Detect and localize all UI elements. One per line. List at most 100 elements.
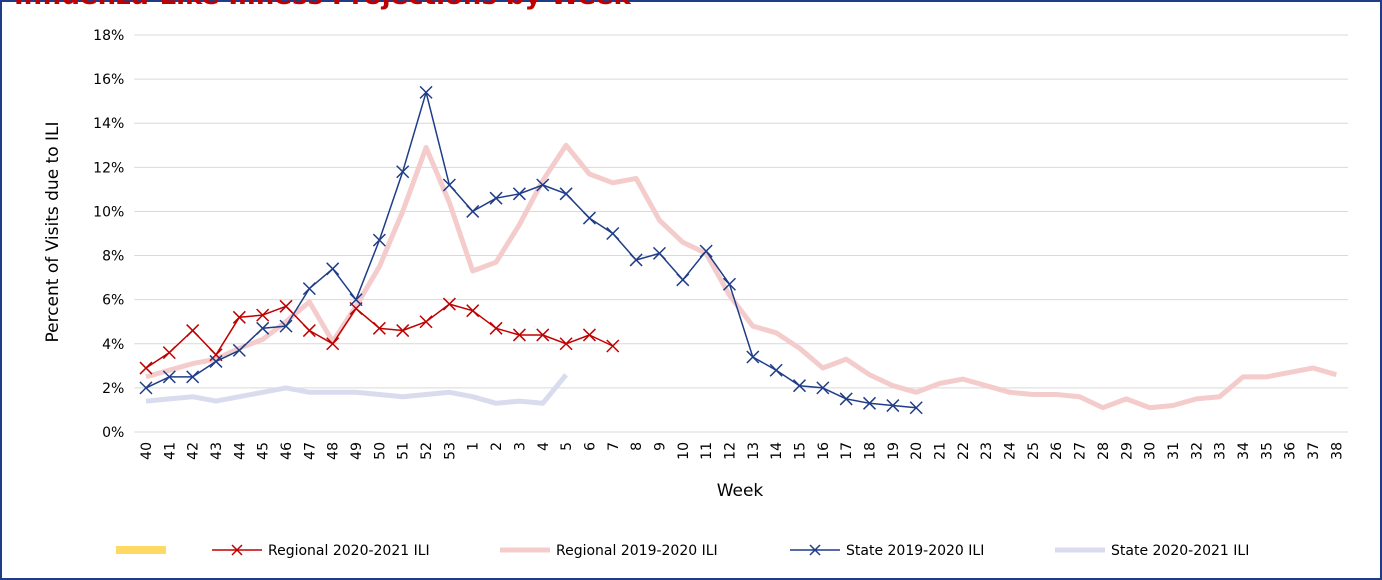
x-tick-label: 51: [396, 442, 412, 460]
x-tick-label: 40: [139, 442, 155, 460]
x-tick-label: 52: [419, 442, 435, 460]
marker: [162, 370, 176, 384]
x-tick-label: 45: [256, 442, 272, 460]
marker: [886, 399, 900, 413]
series-line: [145, 142, 1337, 411]
marker: [186, 324, 200, 338]
marker: [746, 350, 760, 364]
marker: [186, 370, 200, 384]
marker: [139, 381, 153, 395]
x-tick-label: 53: [442, 442, 458, 460]
marker: [559, 337, 573, 351]
marker: [419, 315, 433, 329]
x-tick-label: 23: [979, 442, 995, 460]
series-line: [145, 91, 917, 409]
legend-marker: [231, 544, 243, 556]
marker: [722, 277, 737, 291]
series-line: [145, 373, 569, 406]
x-tick-label: 42: [186, 442, 202, 460]
marker: [302, 324, 316, 338]
marker: [442, 178, 456, 192]
x-tick-label: 8: [629, 442, 645, 451]
marker: [816, 381, 830, 395]
x-tick-label: 17: [839, 442, 855, 460]
y-tick-label: 8%: [102, 249, 124, 265]
x-tick-label: 47: [302, 442, 318, 460]
marker: [232, 310, 246, 324]
x-tick-label: 11: [699, 442, 715, 460]
marker: [489, 321, 503, 335]
x-tick-label: 35: [1259, 442, 1275, 460]
marker: [489, 191, 503, 205]
marker: [559, 187, 573, 201]
y-tick-label: 10%: [93, 204, 124, 220]
legend-label: State 2019-2020 ILI: [846, 543, 984, 559]
x-tick-label: 9: [652, 442, 668, 451]
x-tick-label: 6: [582, 442, 598, 451]
marker: [606, 226, 620, 241]
x-tick-label: 14: [769, 442, 785, 460]
x-tick-label: 31: [1166, 442, 1182, 460]
marker: [256, 308, 270, 322]
x-tick-label: 24: [1003, 442, 1019, 460]
x-tick-label: 10: [676, 442, 692, 460]
x-tick-label: 20: [909, 442, 925, 460]
x-tick-label: 36: [1283, 442, 1299, 460]
x-tick-label: 12: [722, 442, 738, 460]
y-tick-label: 4%: [102, 337, 124, 353]
x-tick-label: 48: [326, 442, 342, 460]
x-tick-label: 30: [1143, 442, 1159, 460]
marker: [396, 324, 410, 338]
marker: [769, 363, 783, 377]
x-tick-label: 21: [933, 442, 949, 460]
x-tick-label: 3: [512, 442, 528, 451]
marker: [582, 328, 596, 342]
marker: [326, 262, 340, 276]
marker: [792, 379, 807, 393]
marker: [536, 328, 550, 342]
x-tick-label: 5: [559, 442, 575, 451]
marker: [279, 299, 293, 313]
y-tick-label: 12%: [93, 160, 124, 176]
x-tick-label: 25: [1026, 442, 1042, 460]
x-tick-label: 16: [816, 442, 832, 460]
x-tick-label: 22: [956, 442, 972, 460]
marker: [652, 246, 666, 260]
marker: [512, 328, 526, 342]
chart-title: Influenza-Like Illness Projections by We…: [14, 0, 632, 11]
x-tick-label: 34: [1236, 442, 1252, 460]
x-tick-label: 33: [1213, 442, 1229, 460]
x-tick-label: 41: [162, 442, 178, 460]
x-tick-label: 28: [1096, 442, 1112, 460]
marker: [582, 211, 596, 225]
marker: [162, 346, 176, 360]
marker: [302, 282, 316, 296]
marker: [512, 187, 526, 201]
marker: [372, 233, 386, 247]
marker: [279, 319, 293, 333]
y-tick-label: 18%: [93, 28, 124, 44]
x-tick-label: 1: [466, 442, 482, 451]
marker: [676, 273, 690, 287]
legend-label: State 2020-2021 ILI: [1111, 543, 1249, 559]
x-tick-label: 29: [1119, 442, 1135, 460]
marker: [629, 253, 643, 267]
x-tick-label: 4: [536, 442, 552, 451]
marker: [536, 178, 550, 192]
x-tick-label: 49: [349, 442, 365, 460]
x-tick-label: 15: [793, 442, 809, 460]
marker: [372, 321, 386, 335]
x-tick-label: 32: [1189, 442, 1205, 460]
marker: [326, 337, 340, 351]
marker: [606, 339, 620, 353]
y-tick-label: 2%: [102, 381, 124, 397]
y-tick-label: 16%: [93, 72, 124, 88]
marker: [839, 392, 853, 406]
x-tick-label: 19: [886, 442, 902, 460]
y-tick-label: 0%: [102, 425, 124, 441]
x-tick-label: 26: [1049, 442, 1065, 460]
legend-marker: [809, 544, 821, 556]
marker: [466, 204, 480, 218]
